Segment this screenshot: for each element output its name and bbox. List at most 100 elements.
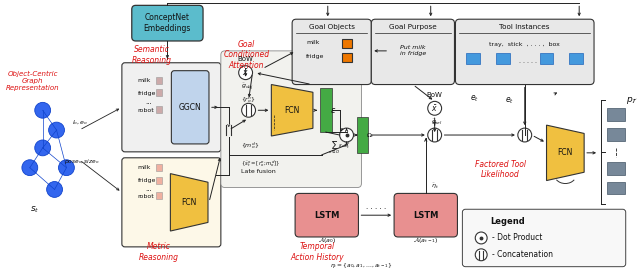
Text: $\{\tilde{s}_t^o=[r_o^n;m_o^d]\}$: $\{\tilde{s}_t^o=[r_o^n;m_o^d]\}$ [241, 158, 280, 169]
Text: - Dot Product: - Dot Product [492, 233, 543, 242]
Text: Goal Objects: Goal Objects [308, 24, 355, 30]
Polygon shape [547, 125, 584, 181]
Text: Put milk
in fridge: Put milk in fridge [400, 45, 426, 56]
Text: $\tilde{g}_{obj}$: $\tilde{g}_{obj}$ [241, 81, 253, 92]
Text: robot: robot [138, 194, 154, 199]
Text: ConceptNet
Embeddings: ConceptNet Embeddings [144, 13, 191, 33]
Text: Object-Centric
Graph
Representation: Object-Centric Graph Representation [6, 70, 60, 91]
Text: FCN: FCN [284, 106, 300, 115]
Bar [156, 90, 163, 96]
Text: Goal
Conditioned
Attention: Goal Conditioned Attention [223, 40, 269, 70]
Polygon shape [271, 85, 313, 136]
Bar [342, 53, 351, 62]
Text: Late fusion: Late fusion [241, 169, 275, 174]
Bar [358, 117, 369, 153]
Bar [320, 89, 332, 132]
Bar [467, 53, 480, 64]
Circle shape [340, 128, 353, 142]
FancyBboxPatch shape [221, 51, 362, 187]
Text: Factored Tool
Likelihood: Factored Tool Likelihood [474, 160, 525, 179]
FancyBboxPatch shape [132, 5, 203, 41]
Circle shape [22, 160, 38, 176]
Circle shape [476, 232, 487, 244]
Text: $\tilde{\eta}_t$: $\tilde{\eta}_t$ [431, 182, 438, 191]
Bar [607, 128, 625, 141]
Text: fridge: fridge [138, 91, 156, 96]
Text: $\mathcal{A}(a_0)$: $\mathcal{A}(a_0)$ [317, 235, 336, 245]
Bar [269, 106, 279, 114]
Text: $e_t$: $e_t$ [506, 95, 515, 105]
Circle shape [58, 160, 74, 176]
Text: Goal Purpose: Goal Purpose [389, 24, 436, 30]
Bar [496, 53, 510, 64]
FancyBboxPatch shape [371, 19, 454, 85]
FancyBboxPatch shape [172, 71, 209, 144]
Text: FCN: FCN [182, 198, 197, 207]
Circle shape [476, 249, 487, 261]
Text: Tool Instances: Tool Instances [499, 24, 550, 30]
Text: $\bar{x}$: $\bar{x}$ [242, 67, 249, 78]
Circle shape [49, 122, 65, 138]
Circle shape [518, 128, 532, 142]
Bar [269, 152, 279, 160]
Bar [269, 96, 279, 104]
Text: ...: ... [145, 99, 152, 105]
FancyBboxPatch shape [462, 209, 626, 267]
Circle shape [239, 66, 253, 79]
Text: ...: ... [145, 187, 152, 192]
Text: Metric
Reasoning: Metric Reasoning [138, 242, 179, 261]
Text: Temporal
Action History: Temporal Action History [290, 242, 344, 261]
Bar [607, 162, 625, 175]
Bar [156, 164, 163, 171]
Circle shape [428, 101, 442, 115]
Text: BoW: BoW [237, 56, 253, 62]
Circle shape [35, 140, 51, 156]
Text: $\epsilon$: $\epsilon$ [330, 106, 336, 115]
Text: $pose_o, size_o$: $pose_o, size_o$ [65, 157, 100, 166]
Text: . . . . .: . . . . . [518, 59, 537, 64]
Text: fridge: fridge [306, 54, 324, 59]
Circle shape [35, 102, 51, 118]
Text: $\bar{x}$: $\bar{x}$ [431, 103, 438, 114]
Text: Legend: Legend [490, 217, 525, 226]
Text: $\{m_o^d\}$: $\{m_o^d\}$ [241, 141, 259, 151]
Text: $\Omega_t$: $\Omega_t$ [366, 132, 375, 141]
Text: Semantic
Reasoning: Semantic Reasoning [132, 45, 172, 65]
Text: - Concatenation: - Concatenation [492, 250, 553, 259]
Text: $\sum_{o \in O} \epsilon_o \tilde{s}_t^o$: $\sum_{o \in O} \epsilon_o \tilde{s}_t^o… [328, 140, 351, 156]
Text: milk: milk [306, 41, 319, 45]
Text: $\eta_t = \{a_0, a_1, \ldots, a_{t-1}\}$: $\eta_t = \{a_0, a_1, \ldots, a_{t-1}\}$ [330, 261, 392, 270]
Text: FCN: FCN [557, 148, 573, 157]
Text: $\mathcal{A}(a_{t-1})$: $\mathcal{A}(a_{t-1})$ [413, 235, 438, 245]
FancyBboxPatch shape [456, 19, 594, 85]
Bar [156, 177, 163, 184]
FancyBboxPatch shape [122, 158, 221, 247]
FancyBboxPatch shape [292, 19, 371, 85]
Circle shape [222, 123, 236, 137]
Text: robot: robot [138, 108, 154, 113]
Bar [540, 53, 554, 64]
Polygon shape [170, 174, 208, 231]
Bar [607, 108, 625, 121]
Text: $e_t$: $e_t$ [470, 93, 479, 104]
Text: · · · · ·: · · · · · [366, 206, 387, 212]
Bar [570, 53, 583, 64]
FancyBboxPatch shape [394, 193, 458, 237]
Text: milk: milk [138, 78, 151, 83]
Bar [156, 192, 163, 199]
Circle shape [47, 182, 63, 197]
Text: $s_t$: $s_t$ [30, 204, 40, 215]
FancyBboxPatch shape [295, 193, 358, 237]
Circle shape [428, 128, 442, 142]
Bar [342, 39, 351, 48]
Text: LSTM: LSTM [413, 211, 438, 220]
Bar [156, 106, 163, 113]
Text: milk: milk [138, 165, 151, 170]
Text: $\tilde{g}_{rel}$: $\tilde{g}_{rel}$ [431, 118, 442, 127]
Bar [607, 182, 625, 195]
Text: LSTM: LSTM [314, 211, 339, 220]
Bar [269, 142, 279, 150]
Text: $p_\mathcal{T}$: $p_\mathcal{T}$ [627, 95, 639, 106]
Text: tray,  stick  , . . . ,  box: tray, stick , . . . , box [490, 42, 560, 47]
Text: $l_o, e_o$: $l_o, e_o$ [72, 118, 88, 127]
